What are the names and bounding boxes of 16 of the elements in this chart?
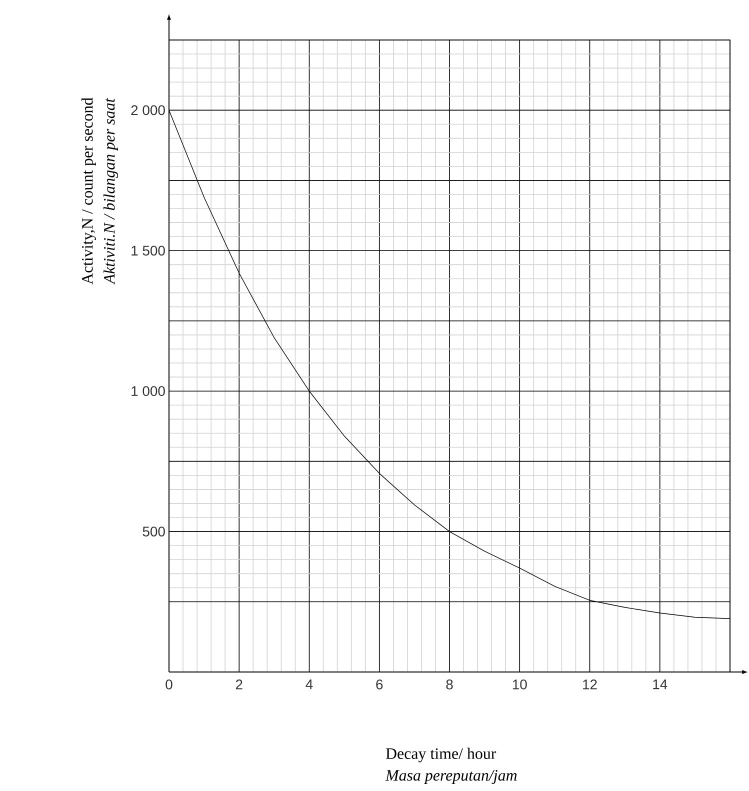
x-tick-label: 14	[653, 680, 668, 690]
text: Aktiviti.N / bilangan per saat	[104, 98, 118, 285]
x-axis-title: Decay time/ hour	[386, 748, 496, 762]
y-tick-label: 1 000	[132, 386, 165, 396]
x-tick-label: 6	[376, 680, 383, 690]
x-tick-label: 2	[236, 680, 242, 690]
x-tick-label: 8	[446, 680, 453, 690]
y-tick-label: 2 000	[131, 105, 165, 116]
y-tick-label: 500	[142, 526, 165, 536]
x-tick-label: 12	[583, 680, 597, 690]
x-tick-label: 0	[166, 680, 172, 690]
text: Masa pereputan/jam	[385, 770, 517, 784]
y-axis-title: Activity,N / count per second	[82, 98, 96, 284]
x-tick-label: 4	[306, 680, 313, 690]
x-tick-label: 10	[512, 680, 527, 690]
y-tick-label: 1 500	[132, 246, 165, 256]
